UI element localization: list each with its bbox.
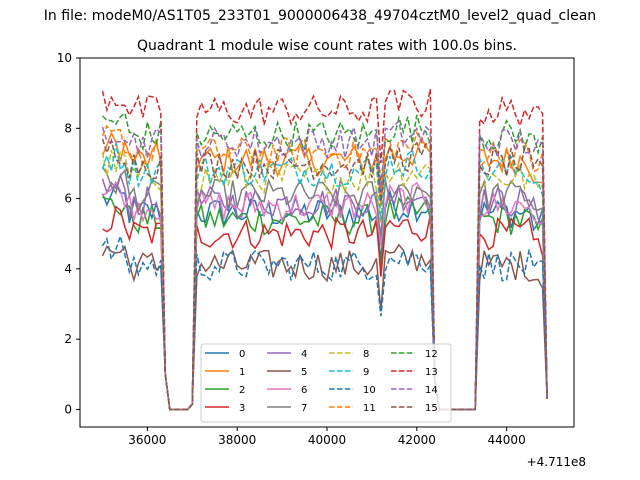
x-tick-label: 36000	[128, 433, 166, 447]
legend-label-0: 0	[239, 349, 245, 360]
series-line-15	[101, 138, 548, 411]
legend-label-2: 2	[239, 385, 245, 396]
legend-label-5: 5	[301, 367, 307, 378]
x-tick-label: 44000	[488, 433, 526, 447]
figure-suptitle: In file: modeM0/AS1T05_233T01_9000006438…	[44, 8, 596, 24]
legend-label-13: 13	[425, 367, 438, 378]
legend-label-10: 10	[363, 385, 376, 396]
y-tick-label: 2	[64, 332, 72, 346]
x-tick-label: 40000	[308, 433, 346, 447]
legend-label-7: 7	[301, 403, 307, 414]
y-tick-label: 0	[64, 402, 72, 416]
legend-label-11: 11	[363, 403, 376, 414]
legend-label-8: 8	[363, 349, 369, 360]
legend-label-12: 12	[425, 349, 438, 360]
chart-title: Quadrant 1 module wise count rates with …	[137, 38, 517, 54]
legend-frame	[200, 343, 452, 423]
legend-label-1: 1	[239, 367, 245, 378]
series-line-14	[101, 119, 548, 411]
legend-label-9: 9	[363, 367, 369, 378]
x-axis: 36000 38000 40000 42000 44000	[128, 427, 526, 447]
y-tick-label: 4	[64, 262, 72, 276]
y-tick-label: 10	[57, 51, 72, 65]
y-tick-label: 8	[64, 121, 72, 135]
legend-label-14: 14	[425, 385, 438, 396]
legend-label-6: 6	[301, 385, 307, 396]
x-tick-label: 38000	[218, 433, 256, 447]
series-lines	[101, 88, 548, 411]
legend-label-15: 15	[425, 403, 438, 414]
legend-label-3: 3	[239, 403, 245, 414]
y-axis: 0 2 4 6 8 10	[57, 51, 80, 416]
series-line-10	[101, 233, 548, 411]
y-tick-label: 6	[64, 192, 72, 206]
x-offset-label: +4.711e8	[527, 455, 586, 469]
x-tick-label: 42000	[398, 433, 436, 447]
legend-label-4: 4	[301, 349, 307, 360]
